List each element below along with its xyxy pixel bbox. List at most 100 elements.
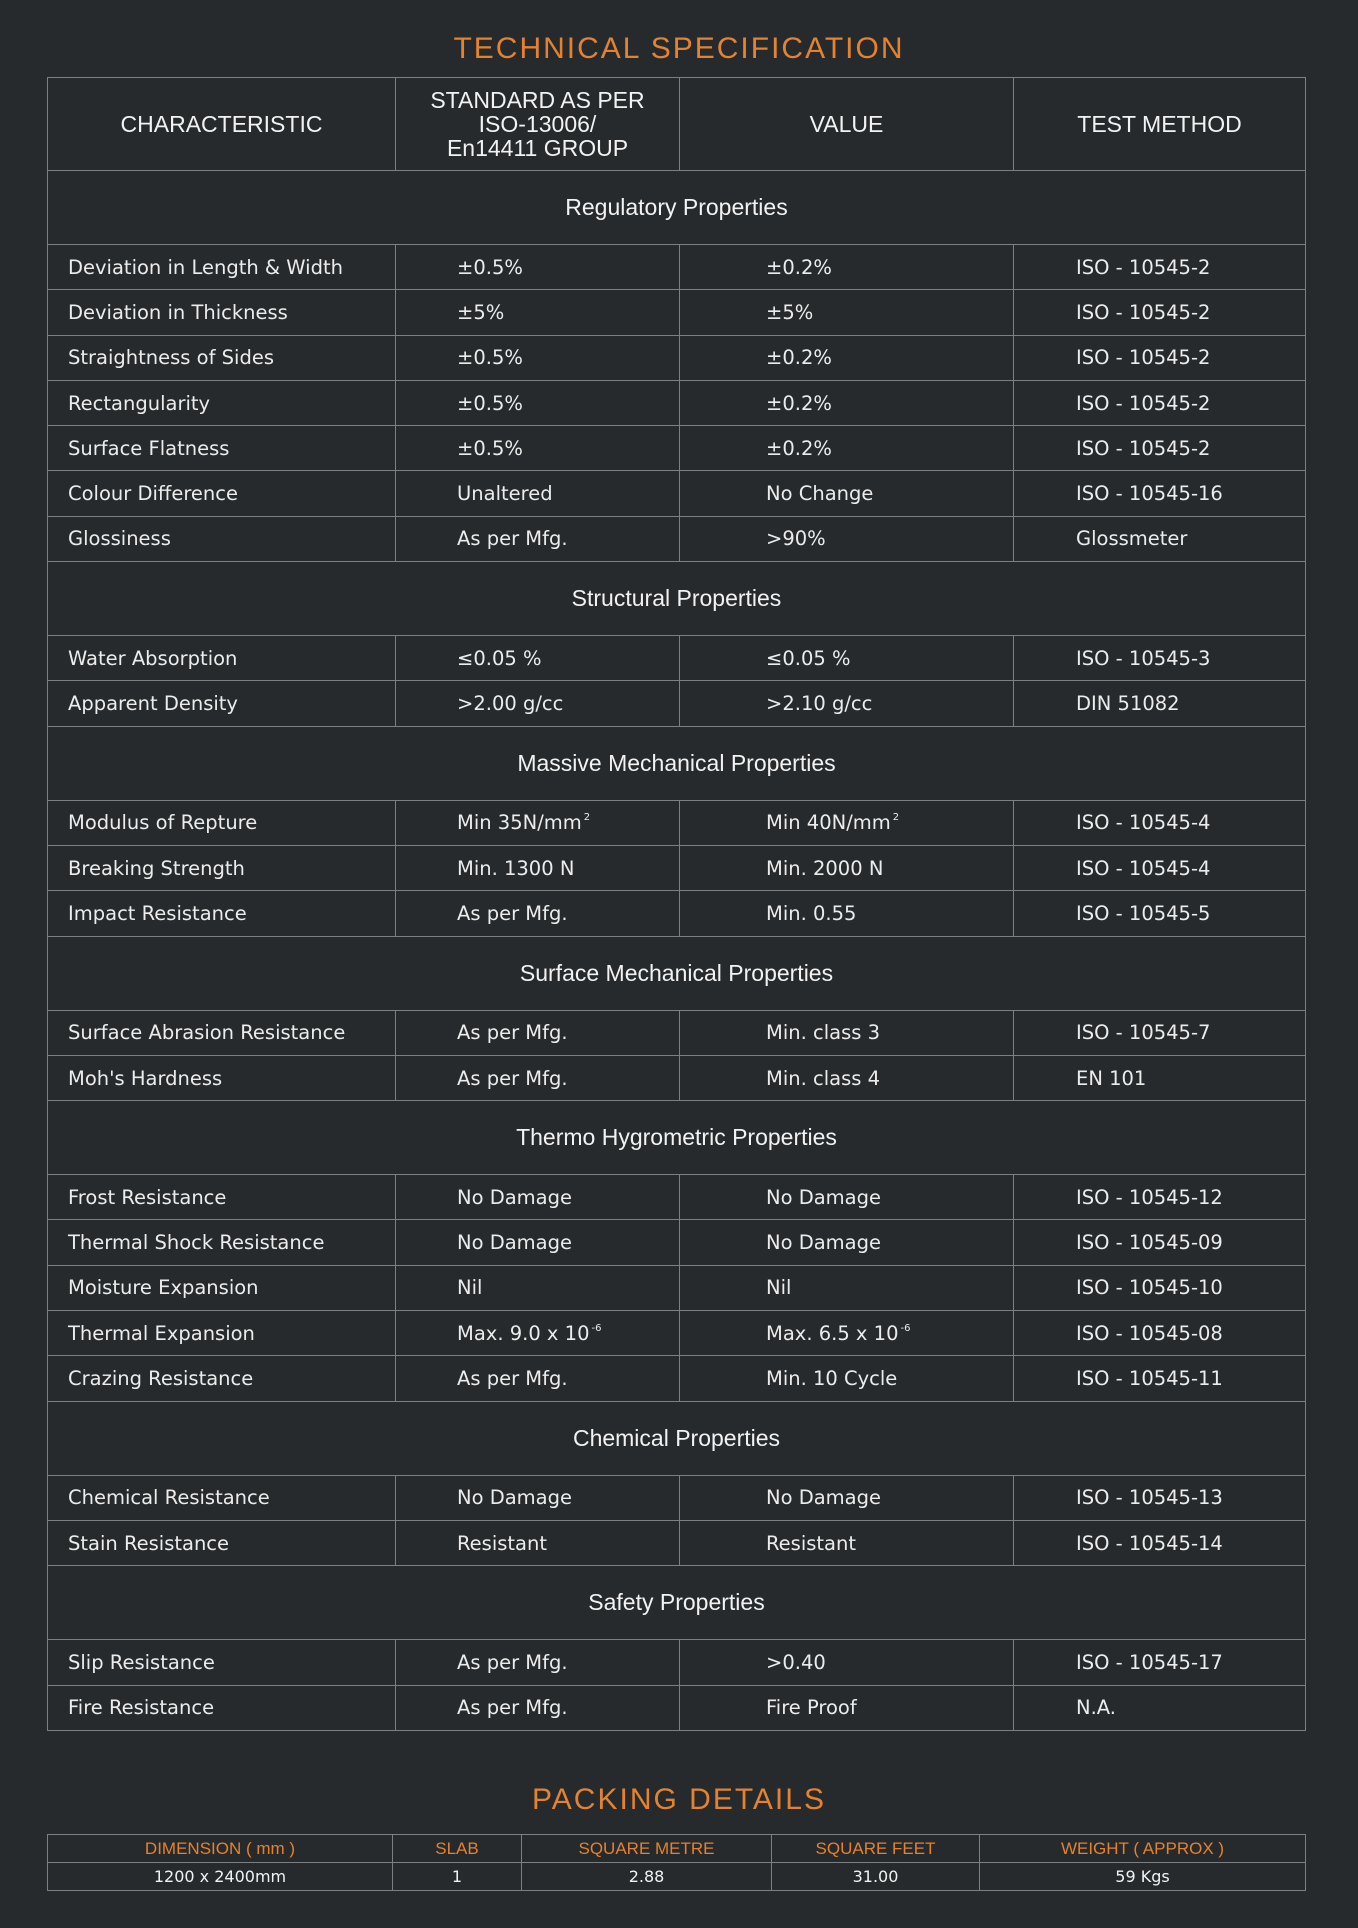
cell-test-method: ISO - 10545-17 [1013, 1639, 1306, 1686]
cell-test-method: ISO - 10545-3 [1013, 635, 1306, 682]
table-row: Surface Flatness ±0.5% ±0.2% ISO - 10545-2 [47, 425, 1306, 472]
cell-text: Slip Resistance [68, 1650, 215, 1674]
cell-text: ±0.5% [457, 255, 523, 279]
table-row: Surface Abrasion Resistance As per Mfg. Mi… [47, 1009, 1306, 1056]
section-header-row: Structural Properties [47, 561, 1306, 637]
cell-text: Unaltered [457, 482, 553, 506]
packing-header-slab: SLAB [392, 1834, 522, 1863]
cell-standard: As per Mfg. [395, 515, 680, 563]
cell-text: Max. 9.0 x 10 [457, 1321, 590, 1345]
table-row: Crazing Resistance As per Mfg. Min. 10 Cyc… [47, 1355, 1306, 1402]
cell-value: Min. 2000 N [679, 844, 1014, 892]
cell-value: No Change [679, 470, 1014, 517]
cell-text: ISO - 10545-2 [1076, 436, 1211, 460]
cell-value: Max. 6.5 x 10 -6 [679, 1310, 1014, 1357]
cell-text: Frost Resistance [68, 1185, 227, 1209]
cell-test-method: ISO - 10545-14 [1013, 1519, 1306, 1567]
cell-characteristic: Stain Resistance [47, 1519, 396, 1567]
cell-standard: As per Mfg. [395, 1639, 680, 1686]
cell-characteristic: Deviation in Length & Width [47, 243, 396, 291]
cell-characteristic: Rectangularity [47, 379, 396, 427]
cell-text: ±0.5% [457, 391, 523, 415]
cell-text: Min 40N/mm [766, 811, 891, 835]
cell-test-method: N.A. [1013, 1684, 1306, 1731]
cell-text: As per Mfg. [457, 1366, 568, 1390]
cell-text: ISO - 10545-10 [1076, 1276, 1223, 1300]
cell-text: Min. class 3 [766, 1021, 881, 1045]
table-row: Thermal Shock Resistance No Damage No Dama… [47, 1219, 1306, 1266]
cell-text: >0.40 [766, 1650, 826, 1674]
cell-value: ±5% [679, 289, 1014, 336]
cell-test-method: ISO - 10545-12 [1013, 1174, 1306, 1221]
cell-standard: >2.00 g/cc [395, 680, 680, 727]
cell-test-method: ISO - 10545-10 [1013, 1264, 1306, 1312]
cell-characteristic: Breaking Strength [47, 844, 396, 892]
table-row: Colour Difference Unaltered No Change ISO -… [47, 470, 1306, 517]
page-title: TECHNICAL SPECIFICATION [453, 32, 905, 65]
cell-text: Nil [457, 1276, 483, 1300]
cell-value: >90% [679, 515, 1014, 563]
cell-text: >2.10 g/cc [766, 692, 873, 716]
table-row: Modulus of Repture Min 35N/mm 2 Min 40N/mm 2… [47, 799, 1306, 846]
cell-text: Breaking Strength [68, 856, 245, 880]
cell-text: Resistant [766, 1531, 857, 1555]
cell-value: ±0.2% [679, 334, 1014, 381]
cell-text: >2.00 g/cc [457, 692, 564, 716]
cell-text: Resistant [457, 1531, 548, 1555]
cell-text: As per Mfg. [457, 527, 568, 551]
cell-test-method: ISO - 10545-2 [1013, 379, 1306, 427]
cell-text: Glossmeter [1076, 527, 1188, 551]
cell-test-method: ISO - 10545-7 [1013, 1009, 1306, 1056]
cell-characteristic: Glossiness [47, 515, 396, 563]
cell-test-method: ISO - 10545-08 [1013, 1310, 1306, 1357]
cell-text: ≤0.05 % [766, 646, 851, 670]
cell-text: No Damage [457, 1185, 573, 1209]
cell-text: ±0.5% [457, 436, 523, 460]
packing-table: DIMENSION ( mm ) SLAB SQUARE METRE SQUAR… [47, 1834, 1306, 1891]
cell-text: As per Mfg. [457, 1021, 568, 1045]
cell-text: Chemical Resistance [68, 1486, 270, 1510]
cell-text: Deviation in Thickness [68, 300, 288, 324]
cell-standard: ±0.5% [395, 425, 680, 472]
cell-text: Modulus of Repture [68, 811, 258, 835]
cell-text: ISO - 10545-4 [1076, 811, 1211, 835]
cell-characteristic: Impact Resistance [47, 890, 396, 937]
section-header-row: Safety Properties [47, 1565, 1306, 1641]
packing-header-square-feet: SQUARE FEET [771, 1834, 980, 1863]
cell-standard: As per Mfg. [395, 890, 680, 937]
cell-text: Max. 6.5 x 10 [766, 1321, 899, 1345]
table-row: Deviation in Length & Width ±0.5% ±0.2% ISO… [47, 243, 1306, 291]
spec-header-row: CHARACTERISTIC STANDARD AS PER ISO-13006… [47, 77, 1306, 171]
cell-test-method: ISO - 10545-2 [1013, 243, 1306, 291]
cell-text: ISO - 10545-08 [1076, 1321, 1223, 1345]
cell-text: ISO - 10545-09 [1076, 1231, 1223, 1255]
cell-text: Moisture Expansion [68, 1276, 259, 1300]
table-row: Fire Resistance As per Mfg. Fire Proof N.A. [47, 1684, 1306, 1731]
cell-value: ±0.2% [679, 243, 1014, 291]
cell-standard: ±0.5% [395, 379, 680, 427]
cell-characteristic: Modulus of Repture [47, 799, 396, 846]
cell-characteristic: Moisture Expansion [47, 1264, 396, 1312]
cell-value: No Damage [679, 1219, 1014, 1266]
cell-standard: As per Mfg. [395, 1684, 680, 1731]
cell-text: Thermal Shock Resistance [68, 1231, 325, 1255]
cell-text: Min. 2000 N [766, 856, 884, 880]
cell-text: >90% [766, 527, 826, 551]
packing-square-metre: 2.88 [521, 1862, 772, 1891]
cell-characteristic: Thermal Expansion [47, 1310, 396, 1357]
cell-text: No Damage [766, 1231, 882, 1255]
cell-standard: ±0.5% [395, 243, 680, 291]
table-row: Moh's Hardness As per Mfg. Min. class 4 EN … [47, 1054, 1306, 1102]
cell-characteristic: Chemical Resistance [47, 1474, 396, 1521]
cell-standard: ≤0.05 % [395, 635, 680, 682]
packing-header-row: DIMENSION ( mm ) SLAB SQUARE METRE SQUAR… [47, 1834, 1306, 1863]
cell-text: ISO - 10545-2 [1076, 346, 1211, 370]
cell-characteristic: Frost Resistance [47, 1174, 396, 1221]
cell-text: ±0.2% [766, 391, 832, 415]
cell-text: ±5% [457, 300, 505, 324]
header-value: VALUE [679, 77, 1014, 171]
cell-characteristic: Surface Abrasion Resistance [47, 1009, 396, 1056]
cell-test-method: ISO - 10545-4 [1013, 799, 1306, 846]
cell-superscript: -6 [591, 1322, 602, 1334]
cell-text: No Change [766, 482, 874, 506]
